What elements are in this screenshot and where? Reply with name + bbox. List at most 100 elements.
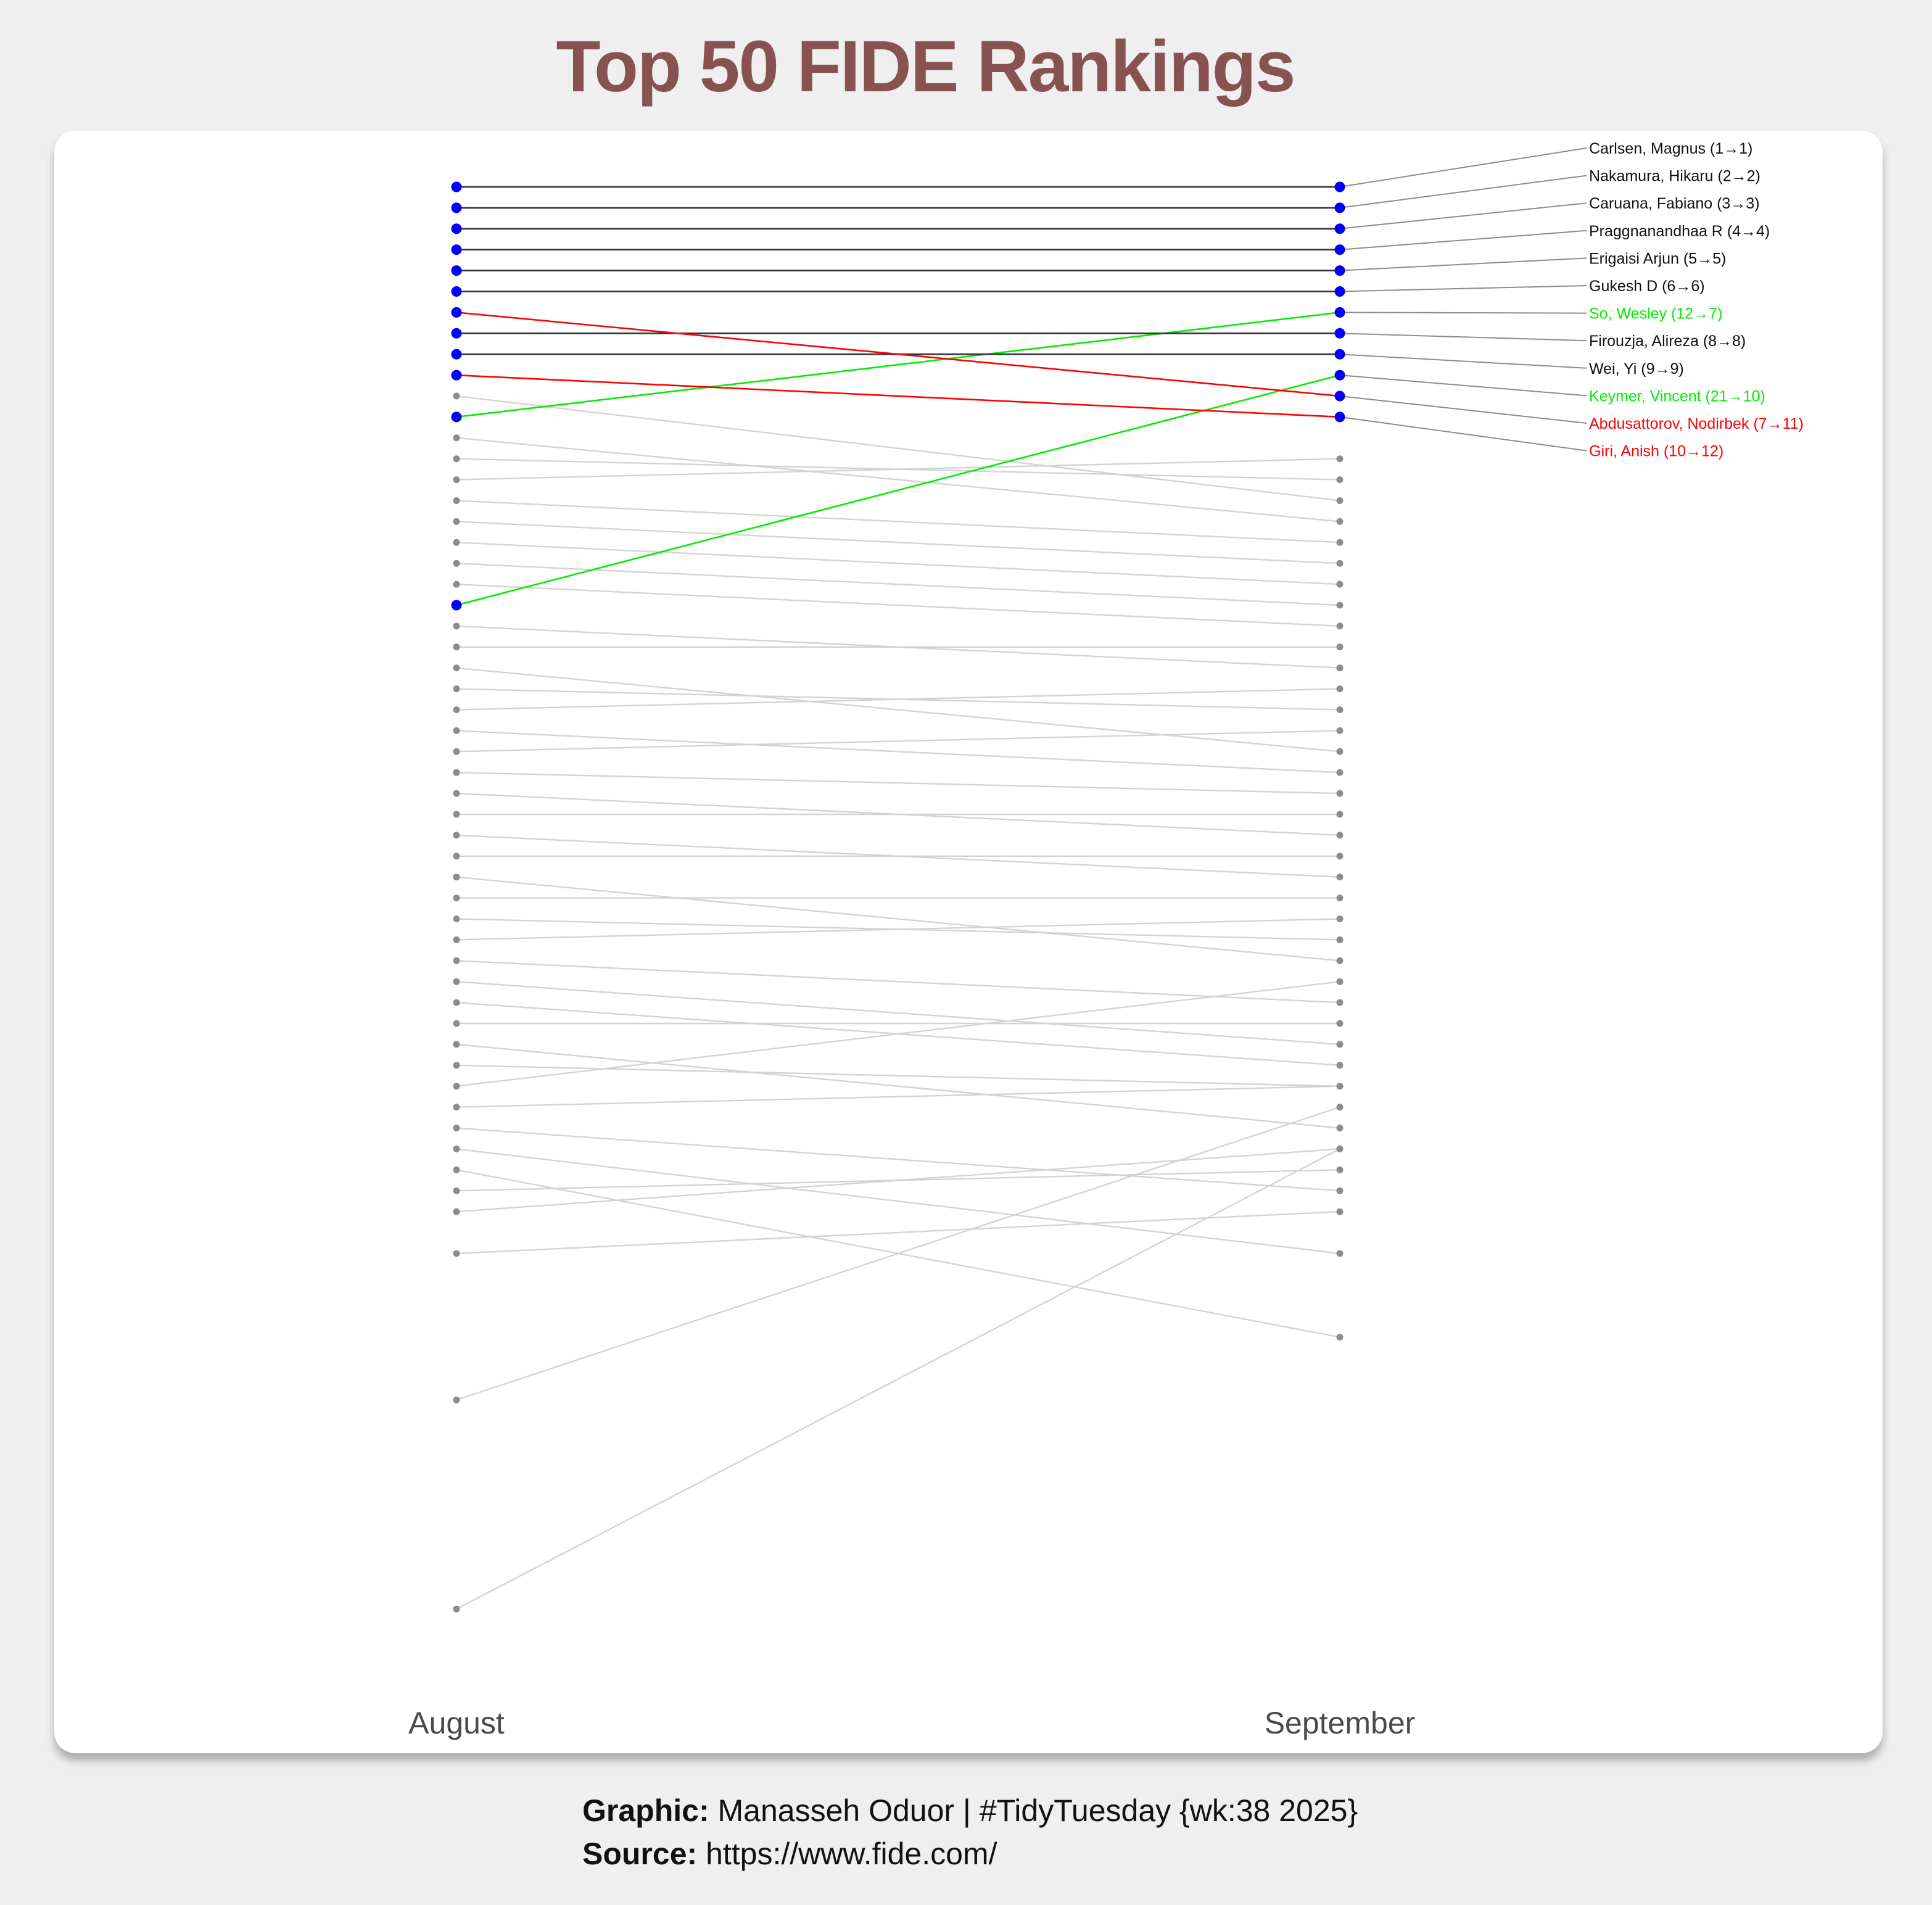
highlight-line [456,374,1340,606]
highlight-lines [456,186,1340,606]
background-point-august [453,539,460,546]
background-point-september [1336,1208,1344,1215]
highlight-point-august [451,328,462,339]
background-point-september [1336,1020,1344,1027]
highlight-point-august [451,244,462,255]
highlight-point-august [451,181,462,192]
highlight-point-september [1334,328,1345,339]
background-line [456,772,1340,795]
background-line [456,876,1340,962]
background-point-september [1336,978,1344,985]
background-point-august [453,1187,460,1194]
background-point-september [1336,539,1344,546]
background-point-august [453,1083,460,1090]
background-line [456,1148,1340,1255]
player-label: Wei, Yi (9→9) [1589,360,1684,378]
background-point-august [453,1104,460,1111]
highlight-point-august [451,223,462,234]
background-point-august [453,790,460,797]
background-point-august [453,874,460,881]
background-point-august [453,497,460,504]
highlight-point-august [451,349,462,360]
x-axis-label-august: August [408,1706,505,1740]
label-leader-line [1339,416,1587,452]
background-point-september [1336,895,1344,902]
background-point-august [453,476,460,484]
player-labels: Carlsen, Magnus (1→1) Nakamura, Hikaru (2… [1589,140,1804,460]
background-line [456,1127,1340,1192]
caption-source-text: https://www.fide.com/ [706,1837,997,1871]
player-label: Nakamura, Hikaru (2→2) [1589,168,1761,185]
background-point-september [1336,1104,1344,1111]
background-point-august [453,664,460,672]
background-point-september [1336,1334,1344,1341]
background-point-august [453,811,460,818]
caption-graphic-text: Manasseh Oduor | #TidyTuesday {wk:38 202… [717,1793,1358,1828]
highlight-point-september [1334,391,1345,402]
background-point-august [453,957,460,964]
background-point-september [1336,832,1344,839]
background-point-august [453,748,460,755]
highlight-point-august [451,411,462,423]
background-point-august [453,518,460,525]
background-line [456,1148,1340,1213]
background-point-august [453,769,460,776]
highlight-line [456,312,1340,418]
background-line [456,395,1340,502]
background-point-august [453,1020,460,1027]
background-point-september [1336,706,1344,713]
highlight-point-september [1334,181,1345,192]
background-point-september [1336,1125,1344,1131]
background-line [456,500,1340,543]
background-point-august [453,915,460,922]
background-line [456,1148,1340,1610]
background-point-september [1336,874,1344,881]
highlight-point-august [451,307,462,318]
background-point-august [453,622,460,630]
background-point-september [1336,1166,1344,1173]
background-line [456,583,1340,627]
background-point-august [453,455,460,463]
background-point-august [453,1166,460,1173]
background-point-august [453,560,460,567]
background-line [456,437,1340,523]
background-point-august [453,1062,460,1069]
background-point-september [1336,622,1344,630]
background-point-september [1336,769,1344,776]
label-leader-line [1339,202,1587,229]
label-leader-line [1339,175,1587,209]
highlight-point-september [1334,265,1345,276]
background-point-september [1336,811,1344,818]
background-point-august [453,1125,460,1131]
label-leader-lines [1339,147,1587,452]
background-point-september [1336,1041,1344,1048]
highlight-point-september [1334,370,1345,381]
highlight-point-august [451,600,462,611]
player-label: Erigaisi Arjun (5→5) [1589,250,1726,267]
background-line [456,542,1340,585]
background-line [456,563,1340,606]
highlight-line [456,312,1340,397]
background-line [456,1210,1340,1255]
background-point-august [453,832,460,839]
background-point-august [453,978,460,985]
background-line [456,981,1340,1087]
background-point-august [453,706,460,713]
label-leader-line [1339,147,1587,188]
background-line [456,960,1340,1004]
background-point-august [453,1605,460,1613]
background-line [456,1085,1340,1108]
highlight-point-september [1334,411,1345,423]
highlight-point-september [1334,202,1345,213]
background-line [456,458,1340,481]
x-axis-label-september: September [1265,1706,1416,1740]
background-point-august [453,392,460,400]
background-lines [456,395,1340,1610]
background-point-august [453,1250,460,1257]
background-point-september [1336,455,1344,463]
player-label: Caruana, Fabiano (3→3) [1589,195,1760,212]
highlight-point-september [1334,223,1345,234]
highlight-point-august [451,202,462,213]
background-point-september [1336,560,1344,567]
background-point-september [1336,957,1344,964]
